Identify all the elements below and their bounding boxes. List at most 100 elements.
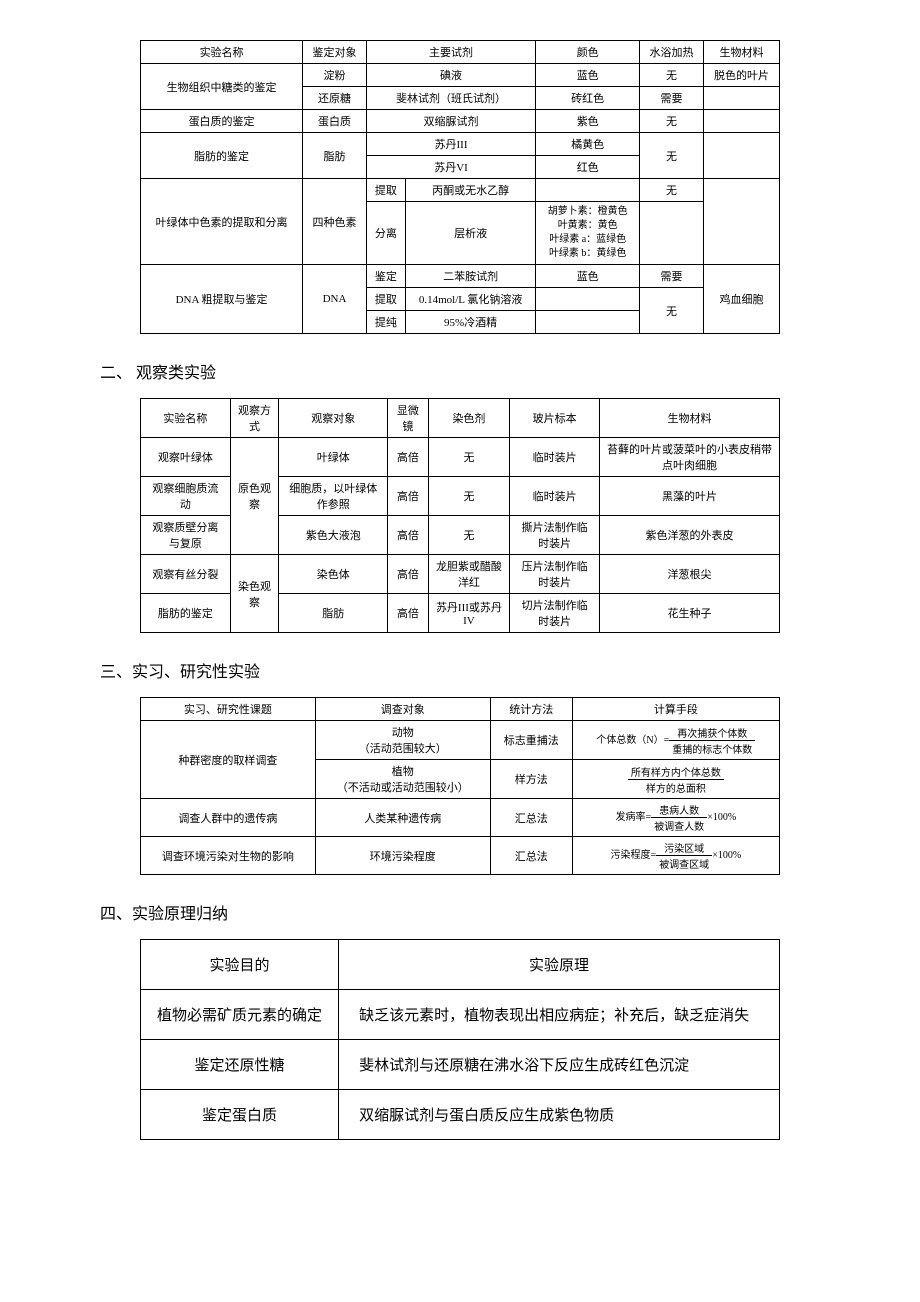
table-row: 脂肪的鉴定 脂肪 苏丹III 橘黄色 无	[141, 133, 780, 156]
section-3-title: 三、实习、研究性实验	[100, 658, 860, 682]
cell: 苏丹III	[366, 133, 535, 156]
table-row: 实习、研究性课题 调查对象 统计方法 计算手段	[141, 698, 780, 721]
cell: 无	[428, 477, 510, 516]
cell: 苏丹III或苏丹IV	[428, 594, 510, 633]
cell: 生物组织中糖类的鉴定	[141, 64, 303, 110]
cell: 染色观察	[230, 555, 279, 633]
cell: 蛋白质	[303, 110, 367, 133]
cell: 叶绿体	[279, 438, 388, 477]
cell: 紫色大液泡	[279, 516, 388, 555]
cell	[640, 202, 704, 265]
cell: 砖红色	[536, 87, 640, 110]
th: 实验原理	[339, 940, 780, 990]
cell: 蓝色	[536, 265, 640, 288]
cell: 细胞质，以叶绿体作参照	[279, 477, 388, 516]
cell-formula: 个体总数（N）=再次捕获个体数重捕的标志个体数	[572, 721, 779, 760]
table-research: 实习、研究性课题 调查对象 统计方法 计算手段 种群密度的取样调查 动物（活动范…	[140, 697, 780, 875]
cell: 淀粉	[303, 64, 367, 87]
cell: 蛋白质的鉴定	[141, 110, 303, 133]
cell	[703, 179, 779, 265]
th-name: 实验名称	[141, 41, 303, 64]
th-heat: 水浴加热	[640, 41, 704, 64]
cell: 黑藻的叶片	[599, 477, 779, 516]
th: 染色剂	[428, 399, 510, 438]
cell: DNA 粗提取与鉴定	[141, 265, 303, 334]
cell: 95%冷酒精	[405, 311, 535, 334]
table-row: 蛋白质的鉴定 蛋白质 双缩脲试剂 紫色 无	[141, 110, 780, 133]
cell: 花生种子	[599, 594, 779, 633]
cell: 压片法制作临时装片	[510, 555, 600, 594]
cell: 缺乏该元素时，植物表现出相应病症；补充后，缺乏症消失	[339, 990, 780, 1040]
cell: 鉴定还原性糖	[141, 1040, 339, 1090]
cell: 需要	[640, 265, 704, 288]
cell: 蓝色	[536, 64, 640, 87]
cell: 双缩脲试剂与蛋白质反应生成紫色物质	[339, 1090, 780, 1140]
cell-pigments: 胡萝卜素：橙黄色叶黄素：黄色叶绿素 a：蓝绿色叶绿素 b：黄绿色	[536, 202, 640, 265]
cell: 苏丹VI	[366, 156, 535, 179]
cell	[536, 311, 640, 334]
cell: 高倍	[388, 438, 428, 477]
cell: 分离	[366, 202, 405, 265]
th-mat: 生物材料	[703, 41, 779, 64]
th: 玻片标本	[510, 399, 600, 438]
cell: 丙酮或无水乙醇	[405, 179, 535, 202]
cell: 无	[640, 179, 704, 202]
cell	[536, 179, 640, 202]
cell: 染色体	[279, 555, 388, 594]
cell: 鉴定	[366, 265, 405, 288]
cell: 种群密度的取样调查	[141, 721, 316, 799]
cell: 层析液	[405, 202, 535, 265]
cell: 洋葱根尖	[599, 555, 779, 594]
cell: 无	[428, 438, 510, 477]
cell: 撕片法制作临时装片	[510, 516, 600, 555]
table-row: DNA 粗提取与鉴定 DNA 鉴定 二苯胺试剂 蓝色 需要 鸡血细胞	[141, 265, 780, 288]
cell: 斐林试剂（班氏试剂）	[366, 87, 535, 110]
section-4-title: 四、实验原理归纳	[100, 900, 860, 924]
table-principles: 实验目的 实验原理 植物必需矿质元素的确定 缺乏该元素时，植物表现出相应病症；补…	[140, 939, 780, 1140]
cell-formula: 发病率=患病人数被调查人数×100%	[572, 799, 779, 837]
cell: 高倍	[388, 594, 428, 633]
cell: 无	[428, 516, 510, 555]
cell: 还原糖	[303, 87, 367, 110]
cell: 提取	[366, 288, 405, 311]
th: 实验目的	[141, 940, 339, 990]
cell: 苔藓的叶片或菠菜叶的小表皮稍带点叶肉细胞	[599, 438, 779, 477]
cell: 观察叶绿体	[141, 438, 231, 477]
cell: 鸡血细胞	[703, 265, 779, 334]
cell: 调查环境污染对生物的影响	[141, 837, 316, 875]
cell: 切片法制作临时装片	[510, 594, 600, 633]
table-row: 实验目的 实验原理	[141, 940, 780, 990]
table-row: 调查人群中的遗传病 人类某种遗传病 汇总法 发病率=患病人数被调查人数×100%	[141, 799, 780, 837]
cell: DNA	[303, 265, 367, 334]
cell: 高倍	[388, 555, 428, 594]
th-reagent: 主要试剂	[366, 41, 535, 64]
page-content: 实验名称 鉴定对象 主要试剂 颜色 水浴加热 生物材料 生物组织中糖类的鉴定 淀…	[60, 40, 860, 1140]
th-obj: 鉴定对象	[303, 41, 367, 64]
cell: 紫色洋葱的外表皮	[599, 516, 779, 555]
table-observation: 实验名称 观察方式 观察对象 显微镜 染色剂 玻片标本 生物材料 观察叶绿体 原…	[140, 398, 780, 633]
cell: 脂肪的鉴定	[141, 133, 303, 179]
cell	[536, 288, 640, 311]
th: 显微镜	[388, 399, 428, 438]
th: 统计方法	[490, 698, 572, 721]
cell: 提纯	[366, 311, 405, 334]
cell: 0.14mol/L 氯化钠溶液	[405, 288, 535, 311]
cell: 人类某种遗传病	[315, 799, 490, 837]
cell: 无	[640, 133, 704, 179]
cell-formula: 污染程度=污染区域被调查区域×100%	[572, 837, 779, 875]
cell: 双缩脲试剂	[366, 110, 535, 133]
cell: 动物（活动范围较大）	[315, 721, 490, 760]
cell: 龙胆紫或醋酸洋红	[428, 555, 510, 594]
cell: 环境污染程度	[315, 837, 490, 875]
cell: 鉴定蛋白质	[141, 1090, 339, 1140]
cell: 四种色素	[303, 179, 367, 265]
table-row: 实验名称 观察方式 观察对象 显微镜 染色剂 玻片标本 生物材料	[141, 399, 780, 438]
table-row: 实验名称 鉴定对象 主要试剂 颜色 水浴加热 生物材料	[141, 41, 780, 64]
cell: 原色观察	[230, 438, 279, 555]
cell: 标志重捕法	[490, 721, 572, 760]
table-row: 观察叶绿体 原色观察 叶绿体 高倍 无 临时装片 苔藓的叶片或菠菜叶的小表皮稍带…	[141, 438, 780, 477]
table-row: 鉴定还原性糖 斐林试剂与还原糖在沸水浴下反应生成砖红色沉淀	[141, 1040, 780, 1090]
table-row: 观察有丝分裂 染色观察 染色体 高倍 龙胆紫或醋酸洋红 压片法制作临时装片 洋葱…	[141, 555, 780, 594]
cell-formula: 所有样方内个体总数样方的总面积	[572, 760, 779, 799]
th: 观察对象	[279, 399, 388, 438]
